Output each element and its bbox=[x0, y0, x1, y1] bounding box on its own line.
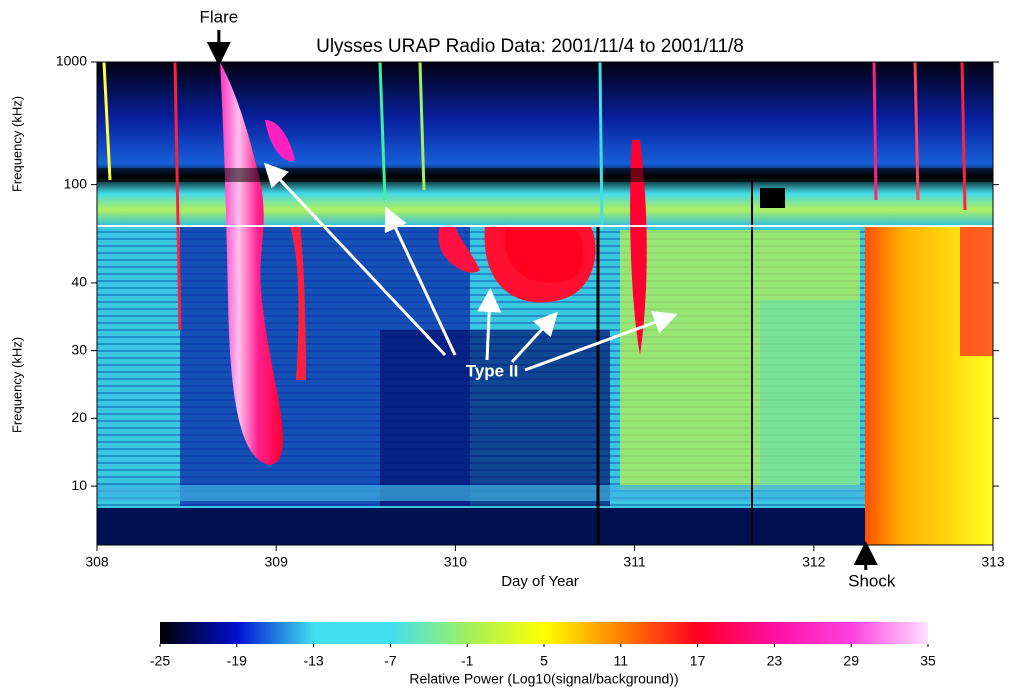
annotation: Shock bbox=[848, 571, 896, 590]
y-tick-label: 40 bbox=[71, 274, 87, 290]
colorbar-tick-label: -13 bbox=[303, 653, 323, 669]
colorbar-tick-label: 23 bbox=[767, 653, 783, 669]
y-axis-label: Frequency (kHz) bbox=[9, 337, 24, 433]
colorbar-tick-label: -7 bbox=[384, 653, 397, 669]
y-axis-label: Frequency (kHz) bbox=[9, 96, 24, 192]
x-axis-label: Day of Year bbox=[501, 573, 579, 590]
y-tick-label: 30 bbox=[71, 341, 87, 357]
spectrogram-image bbox=[96, 61, 994, 546]
colorbar-tick-label: -1 bbox=[461, 653, 474, 669]
colorbar-tick-label: 5 bbox=[540, 653, 548, 669]
x-tick-label: 312 bbox=[802, 554, 826, 570]
annotation: Type II bbox=[466, 361, 519, 380]
x-tick-label: 313 bbox=[981, 554, 1005, 570]
colorbar-tick-label: 29 bbox=[843, 653, 859, 669]
x-tick-label: 311 bbox=[623, 554, 646, 570]
colorbar bbox=[160, 622, 928, 644]
x-tick-label: 310 bbox=[444, 554, 468, 570]
y-tick-label: 1000 bbox=[56, 53, 87, 69]
x-tick-label: 309 bbox=[265, 554, 289, 570]
colorbar-tick-label: -19 bbox=[227, 653, 247, 669]
colorbar-tick-label: 11 bbox=[614, 653, 629, 669]
y-tick-label: 100 bbox=[64, 175, 88, 191]
x-tick-label: 308 bbox=[85, 554, 109, 570]
colorbar-tick-label: 35 bbox=[920, 653, 936, 669]
y-tick-label: 10 bbox=[71, 477, 87, 493]
colorbar-tick-label: -25 bbox=[150, 653, 170, 669]
y-tick-label: 20 bbox=[71, 409, 87, 425]
colorbar-label: Relative Power (Log10(signal/background)… bbox=[409, 671, 678, 687]
type-ii-arrows bbox=[263, 162, 678, 372]
chart-title: Ulysses URAP Radio Data: 2001/11/4 to 20… bbox=[316, 36, 744, 57]
annotation: Flare bbox=[199, 7, 238, 26]
colorbar-tick-label: 17 bbox=[690, 653, 706, 669]
